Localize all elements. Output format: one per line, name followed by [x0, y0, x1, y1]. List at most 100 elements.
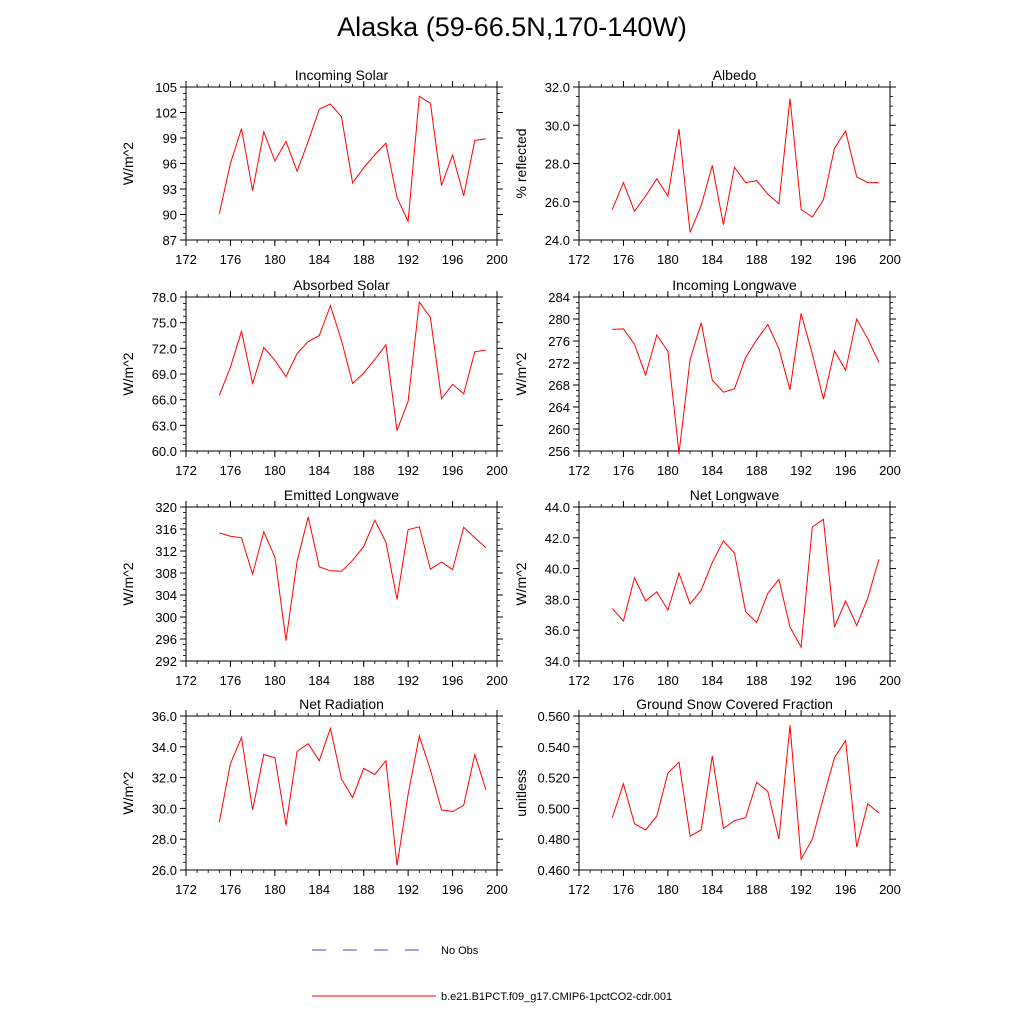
x-tick-label: 172 — [568, 252, 590, 267]
y-tick-label: 102 — [155, 106, 177, 121]
y-tick-label: 30.0 — [152, 801, 177, 816]
series-line — [218, 95, 486, 224]
y-tick-label: 69.0 — [152, 367, 177, 382]
x-tick-label: 200 — [879, 463, 901, 478]
y-axis-label: W/m^2 — [120, 771, 136, 814]
y-tick-label: 320 — [155, 500, 177, 515]
y-tick-label: 256 — [548, 444, 570, 459]
series-line — [611, 98, 879, 233]
x-tick-label: 172 — [175, 882, 197, 897]
y-tick-label: 268 — [548, 378, 570, 393]
series-line — [612, 313, 880, 454]
y-tick-label: 87 — [163, 233, 177, 248]
y-tick-label: 38.0 — [545, 592, 570, 607]
y-tick-label: 26.0 — [152, 863, 177, 878]
series-line — [611, 725, 880, 861]
plot-frame — [185, 715, 498, 871]
x-tick-label: 188 — [353, 463, 375, 478]
x-tick-label: 180 — [657, 673, 679, 688]
y-axis-label: W/m^2 — [513, 562, 529, 605]
x-tick-label: 192 — [790, 252, 812, 267]
x-tick-label: 184 — [701, 252, 723, 267]
y-tick-label: 0.500 — [537, 801, 570, 816]
x-tick-label: 188 — [746, 463, 768, 478]
y-tick-label: 0.560 — [537, 709, 570, 724]
x-tick-label: 180 — [657, 252, 679, 267]
y-tick-label: 105 — [155, 80, 177, 95]
x-tick-label: 192 — [790, 463, 812, 478]
y-axis-label: % reflected — [513, 128, 529, 198]
x-tick-label: 192 — [397, 673, 419, 688]
y-axis-label: W/m^2 — [120, 562, 136, 605]
y-tick-label: 34.0 — [152, 740, 177, 755]
x-tick-label: 180 — [657, 463, 679, 478]
y-tick-label: 284 — [548, 290, 570, 305]
y-tick-label: 66.0 — [152, 393, 177, 408]
x-tick-label: 172 — [175, 463, 197, 478]
x-tick-label: 192 — [790, 673, 812, 688]
y-tick-label: 304 — [155, 588, 177, 603]
x-tick-label: 196 — [442, 252, 464, 267]
panel-absorbed-solar: Absorbed Solar 172 176 180 184 188 192 196 200 60… — [120, 277, 508, 478]
y-tick-label: 26.0 — [545, 195, 570, 210]
series-line — [218, 726, 487, 866]
y-tick-label: 28.0 — [152, 832, 177, 847]
x-tick-label: 180 — [264, 252, 286, 267]
y-tick-label: 63.0 — [152, 418, 177, 433]
panel-title: Emitted Longwave — [284, 487, 399, 503]
x-tick-label: 184 — [701, 463, 723, 478]
x-tick-label: 176 — [220, 252, 242, 267]
x-tick-label: 196 — [835, 882, 857, 897]
x-tick-label: 196 — [442, 882, 464, 897]
y-tick-label: 24.0 — [545, 233, 570, 248]
x-tick-label: 188 — [353, 673, 375, 688]
x-tick-label: 200 — [486, 252, 508, 267]
panel-title: Incoming Longwave — [672, 277, 797, 293]
figure-title: Alaska (59-66.5N,170-140W) — [337, 12, 687, 42]
x-tick-label: 180 — [264, 463, 286, 478]
y-tick-label: 308 — [155, 566, 177, 581]
y-tick-label: 36.0 — [152, 709, 177, 724]
legend-label-no-obs: No Obs — [441, 945, 479, 957]
x-tick-label: 200 — [879, 252, 901, 267]
y-tick-label: 44.0 — [545, 500, 570, 515]
x-tick-label: 196 — [835, 673, 857, 688]
y-tick-label: 60.0 — [152, 444, 177, 459]
x-tick-label: 188 — [746, 252, 768, 267]
y-tick-label: 264 — [548, 400, 570, 415]
y-tick-label: 96 — [163, 157, 177, 172]
y-tick-label: 78.0 — [152, 290, 177, 305]
y-tick-label: 90 — [163, 208, 177, 223]
y-tick-label: 292 — [155, 654, 177, 669]
series-line — [218, 300, 486, 431]
x-tick-label: 180 — [264, 673, 286, 688]
y-axis-label: W/m^2 — [120, 352, 136, 395]
x-tick-label: 200 — [879, 882, 901, 897]
x-tick-label: 196 — [442, 463, 464, 478]
x-tick-label: 196 — [442, 673, 464, 688]
y-tick-label: 276 — [548, 334, 570, 349]
panel-albedo: Albedo 172 176 180 184 188 192 196 200 24.0 26.0 28… — [513, 67, 901, 267]
y-tick-label: 34.0 — [545, 654, 570, 669]
x-tick-label: 176 — [220, 463, 242, 478]
y-tick-label: 0.520 — [537, 771, 570, 786]
x-tick-label: 180 — [657, 882, 679, 897]
y-tick-label: 36.0 — [545, 623, 570, 638]
plot-frame — [185, 86, 498, 241]
x-tick-label: 176 — [613, 252, 635, 267]
x-tick-label: 176 — [220, 882, 242, 897]
panel-ground-snow-covered-fraction: Ground Snow Covered Fraction 172 176 180 184… — [513, 696, 901, 897]
y-tick-label: 40.0 — [545, 562, 570, 577]
x-tick-label: 196 — [835, 252, 857, 267]
series-line — [611, 518, 880, 649]
y-tick-label: 0.540 — [537, 740, 570, 755]
y-tick-label: 72.0 — [152, 341, 177, 356]
panel-title: Incoming Solar — [295, 67, 389, 83]
y-tick-label: 272 — [548, 356, 570, 371]
panel-net-radiation: Net Radiation 172 176 180 184 188 192 196 200 26.… — [120, 696, 508, 897]
x-tick-label: 188 — [746, 882, 768, 897]
x-tick-label: 172 — [568, 463, 590, 478]
x-tick-label: 184 — [701, 882, 723, 897]
panel-title: Albedo — [713, 67, 757, 83]
y-tick-label: 32.0 — [545, 80, 570, 95]
